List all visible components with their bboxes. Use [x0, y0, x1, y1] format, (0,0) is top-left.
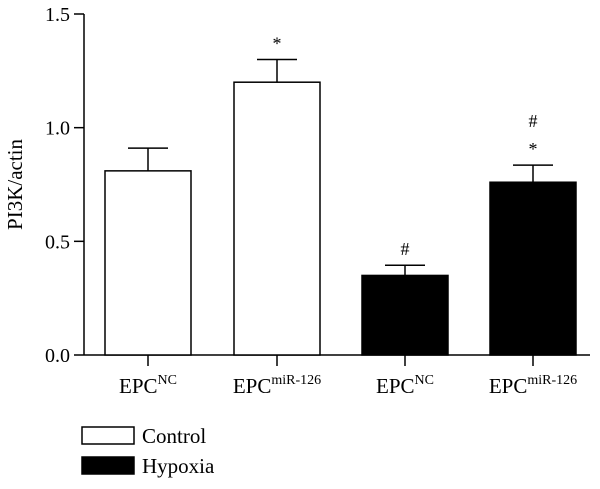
significance-marker: *	[529, 139, 538, 159]
y-tick-label: 0.0	[45, 345, 70, 367]
x-category-label: EPCmiR-126	[489, 373, 577, 398]
significance-marker: #	[401, 239, 410, 259]
x-category-label: EPCmiR-126	[233, 373, 321, 398]
legend-label-hypoxia: Hypoxia	[142, 454, 215, 478]
legend-swatch-hypoxia	[81, 456, 135, 475]
significance-marker: *	[273, 33, 282, 53]
x-category-base: EPC	[376, 374, 415, 398]
x-category-base: EPC	[489, 374, 528, 398]
bar-4	[489, 181, 577, 356]
legend-label-control: Control	[142, 424, 206, 448]
y-tick-label: 1.0	[45, 118, 70, 140]
x-category-superscript: miR-126	[271, 373, 321, 388]
significance-marker: #	[529, 111, 538, 131]
y-axis-title: PI3K/actin	[3, 139, 27, 230]
x-category-label: EPCNC	[376, 373, 434, 398]
legend-swatch-control	[81, 426, 135, 445]
bar-2	[233, 81, 321, 356]
y-tick-label: 0.5	[45, 231, 70, 253]
x-category-superscript: NC	[415, 373, 434, 388]
x-category-superscript: NC	[158, 373, 177, 388]
x-category-base: EPC	[119, 374, 158, 398]
x-category-base: EPC	[233, 374, 272, 398]
bar-1	[104, 170, 192, 356]
y-tick-label: 1.5	[45, 4, 70, 26]
bar-3	[361, 274, 449, 356]
x-category-label: EPCNC	[119, 373, 177, 398]
x-category-superscript: miR-126	[527, 373, 577, 388]
